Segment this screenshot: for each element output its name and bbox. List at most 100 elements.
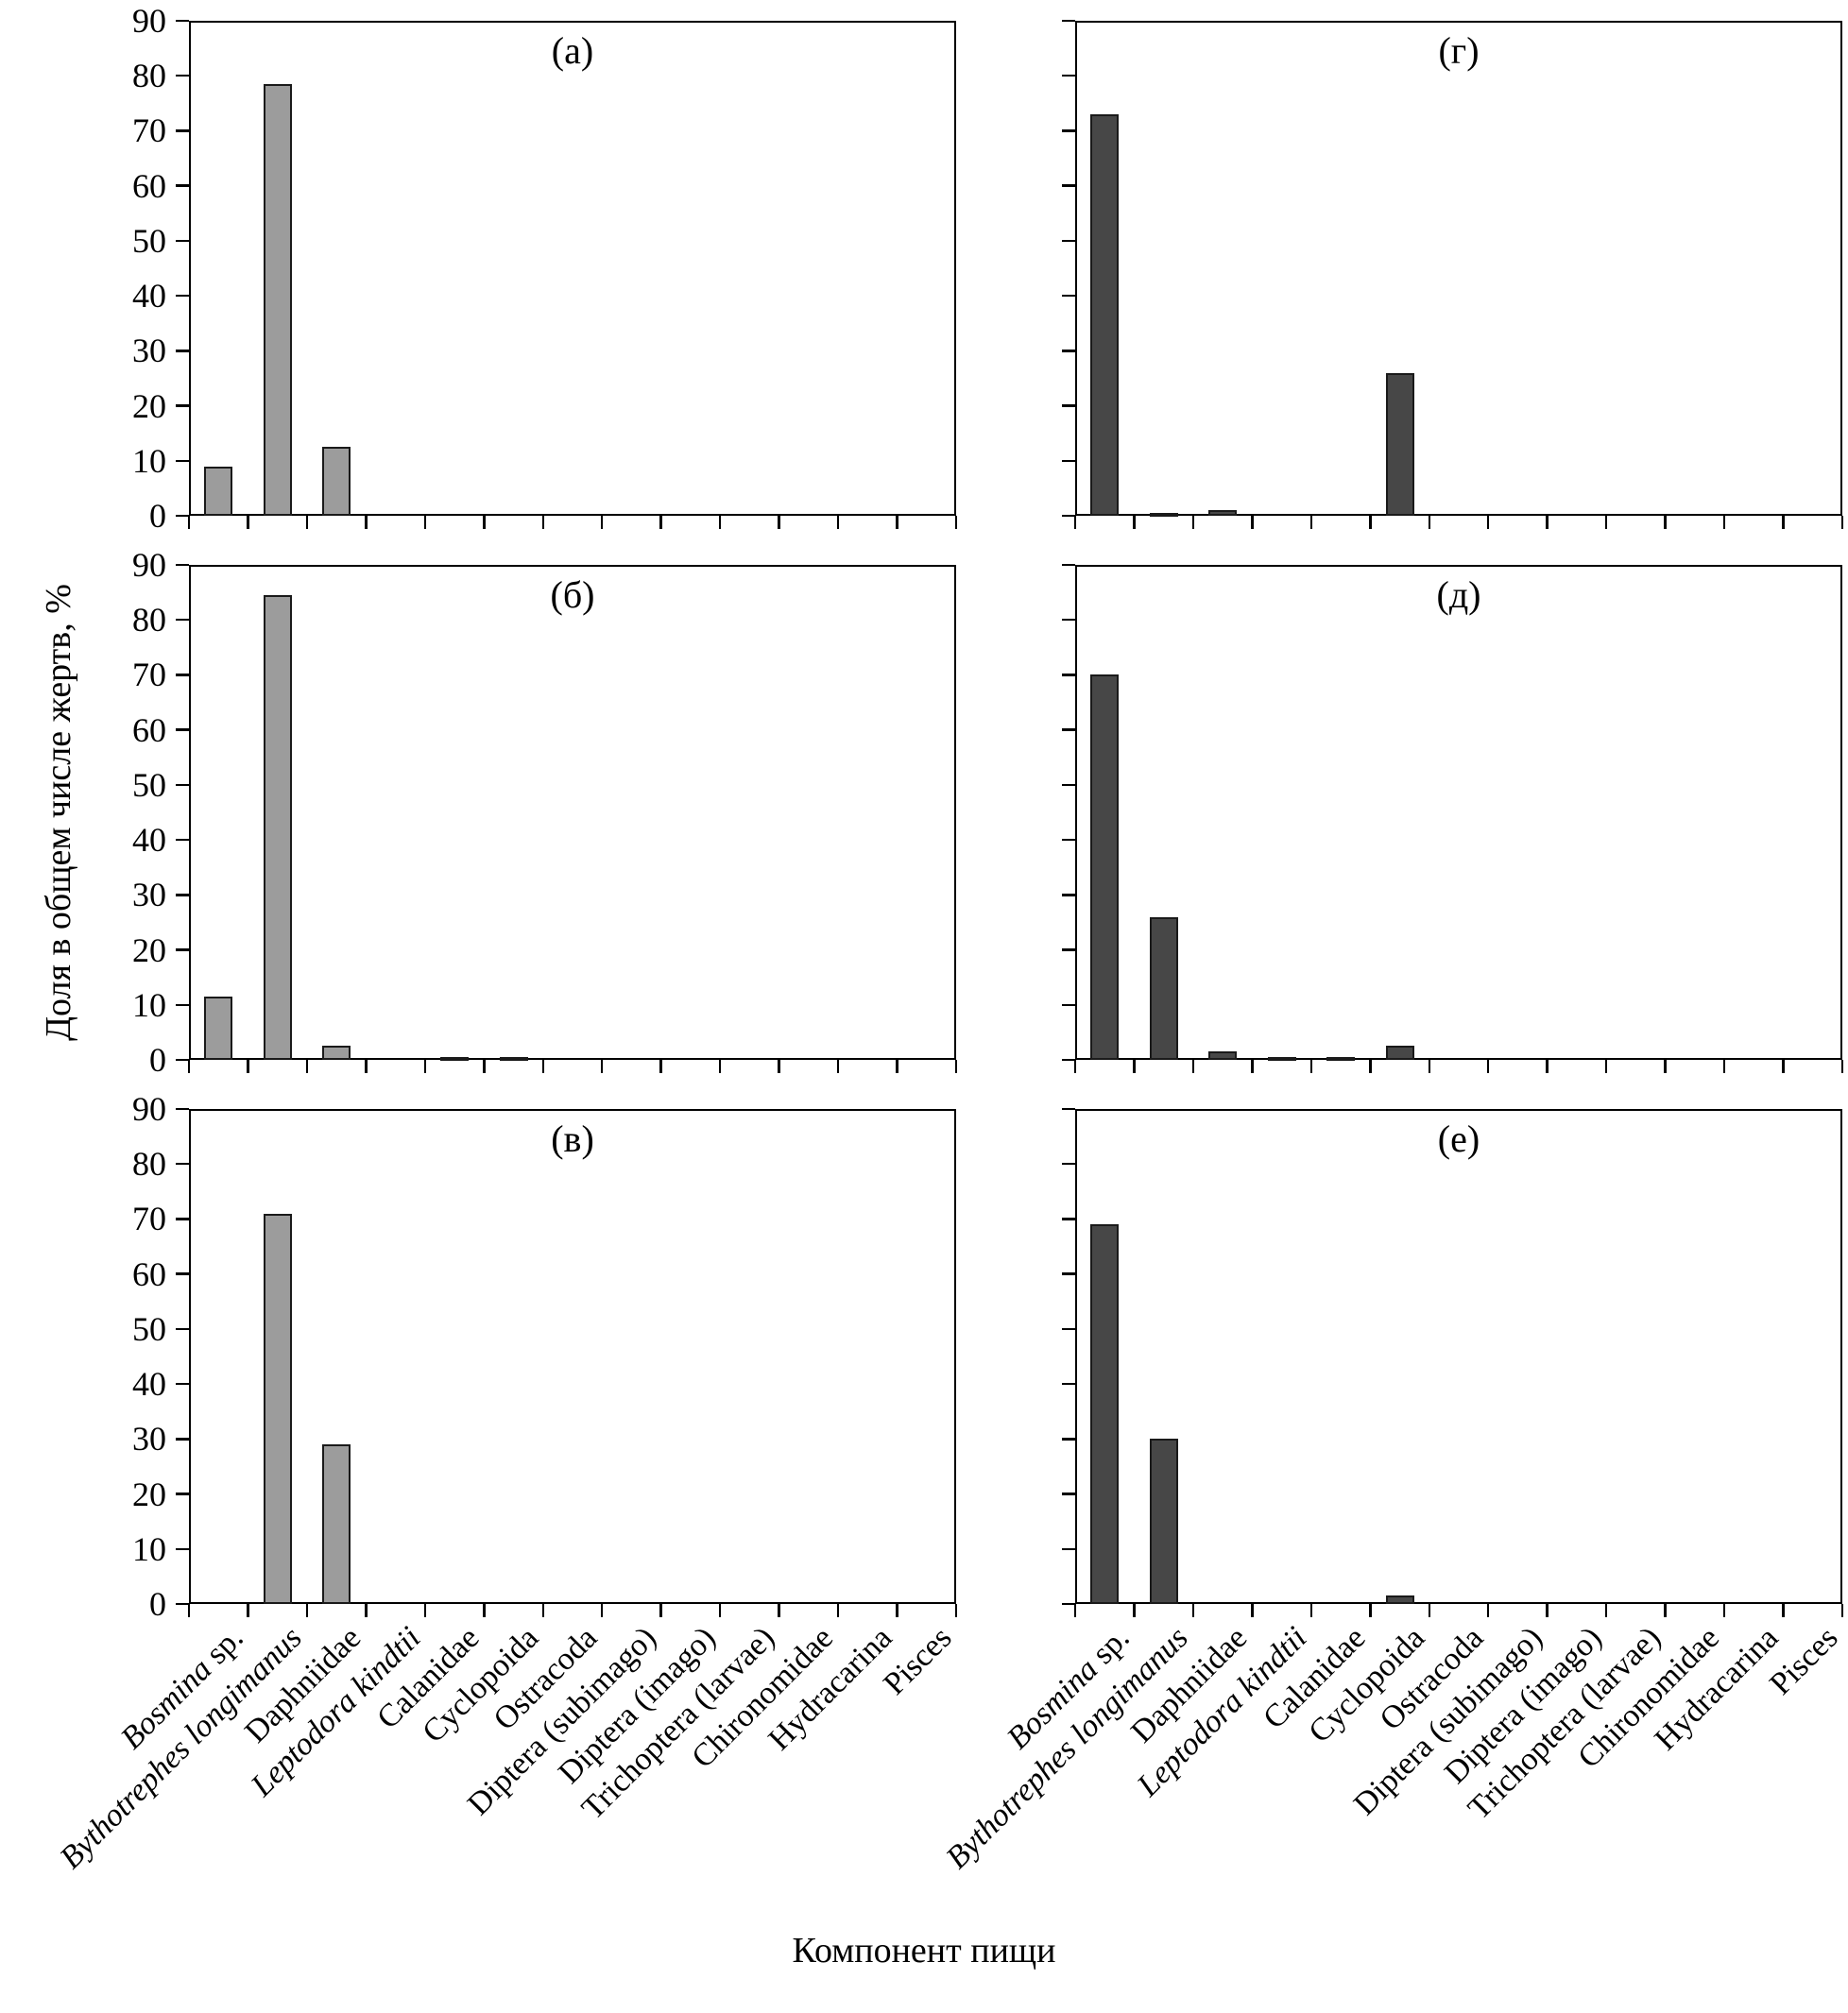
bar [263,1213,292,1604]
x-axis-title: Компонент пищи [792,1931,1056,1970]
x-tick-mark [423,516,427,529]
x-tick-mark [1722,1060,1726,1073]
x-tick-mark [1428,516,1431,529]
x-tick-mark [1664,1060,1667,1073]
y-tick-mark [176,1382,189,1386]
x-tick-mark [247,516,249,529]
x-tick-mark [305,1060,309,1073]
y-tick-mark [176,1602,189,1606]
y-tick-mark [176,350,189,352]
y-tick-label: 10 [132,985,166,1024]
y-tick-mark [1062,404,1075,407]
y-tick-mark [1062,1162,1075,1166]
x-tick-mark [1664,1604,1667,1617]
x-tick-mark [1546,516,1549,529]
bar [1090,1224,1120,1604]
x-tick-mark [1486,516,1490,529]
y-tick-mark [1062,894,1075,896]
y-tick-mark [1062,350,1075,352]
y-tick-mark [1062,1438,1075,1441]
x-tick-mark [1369,1060,1372,1073]
y-tick-label: 30 [132,876,166,914]
bar [1385,372,1414,516]
x-tick-mark [1369,1604,1372,1617]
y-tick-mark [176,674,189,676]
x-tick-mark [1604,1060,1608,1073]
y-tick-label: 40 [132,1365,166,1404]
x-tick-mark [483,1060,486,1073]
y-tick-label: 50 [132,221,166,260]
y-tick-label: 40 [132,277,166,316]
y-tick-label: 60 [132,710,166,749]
y-tick-mark [176,1218,189,1220]
y-axis-title: Доля в общем числе жертв, % [39,584,78,1041]
y-tick-mark [1062,563,1075,567]
x-tick-mark [1840,516,1844,529]
bar [1326,1057,1356,1061]
x-tick-mark [1722,1604,1726,1617]
bar [1149,513,1178,517]
y-tick-mark [176,459,189,463]
x-tick-mark [1840,1060,1844,1073]
y-tick-mark [1062,618,1075,622]
x-tick-mark [1073,1060,1077,1073]
y-tick-mark [176,404,189,407]
x-tick-mark [954,1060,958,1073]
x-tick-mark [1782,1060,1785,1073]
y-tick-mark [1062,1058,1075,1062]
y-tick-mark [176,239,189,243]
y-tick-mark [1062,1382,1075,1386]
x-tick-mark [483,516,486,529]
y-tick-mark [176,1003,189,1007]
y-tick-mark [176,1058,189,1062]
y-tick-label: 40 [132,821,166,860]
y-tick-mark [176,618,189,622]
bar [1385,1046,1414,1060]
y-tick-mark [1062,294,1075,298]
y-tick-label: 80 [132,57,166,95]
bar [1149,1439,1178,1604]
y-tick-label: 80 [132,601,166,640]
y-tick-mark [176,74,189,77]
x-tick-mark [247,1604,249,1617]
panel-letter: (б) [550,573,595,616]
y-tick-label: 20 [132,1475,166,1513]
bar [263,595,292,1060]
y-tick-mark [1062,459,1075,463]
x-tick-mark [1309,1604,1313,1617]
x-tick-mark [1486,1060,1490,1073]
x-tick-mark [1309,516,1313,529]
panel-frame-г [1075,21,1842,516]
y-tick-label: 90 [132,546,166,584]
x-tick-mark [1546,1060,1549,1073]
x-tick-mark [718,1604,722,1617]
bar [499,1057,528,1061]
bar [1208,1051,1238,1060]
panel-letter: (д) [1436,573,1481,616]
panel-letter: (е) [1437,1117,1480,1160]
panel-letter: (в) [551,1117,594,1160]
x-tick-mark [1309,1060,1313,1073]
y-tick-label: 10 [132,1529,166,1568]
x-tick-mark [247,1060,249,1073]
y-tick-mark [176,1327,189,1331]
x-category-label: Pisces [1762,1620,1845,1702]
y-tick-label: 0 [149,1585,166,1623]
panel-letter: (а) [551,29,594,72]
x-tick-mark [541,1604,545,1617]
x-category-label: Bythotrephes longimanus [53,1620,310,1876]
y-tick-mark [1062,74,1075,77]
x-tick-mark [1604,1604,1608,1617]
y-tick-mark [1062,1107,1075,1111]
panel-frame-б [189,565,956,1060]
bar [440,1057,470,1061]
y-tick-mark [176,514,189,518]
y-tick-mark [1062,1003,1075,1007]
x-tick-mark [718,1060,722,1073]
y-tick-mark [176,1107,189,1111]
y-tick-mark [176,19,189,23]
x-tick-mark [600,1604,604,1617]
bar [1149,916,1178,1060]
x-tick-mark [836,1060,840,1073]
x-tick-mark [1546,1604,1549,1617]
